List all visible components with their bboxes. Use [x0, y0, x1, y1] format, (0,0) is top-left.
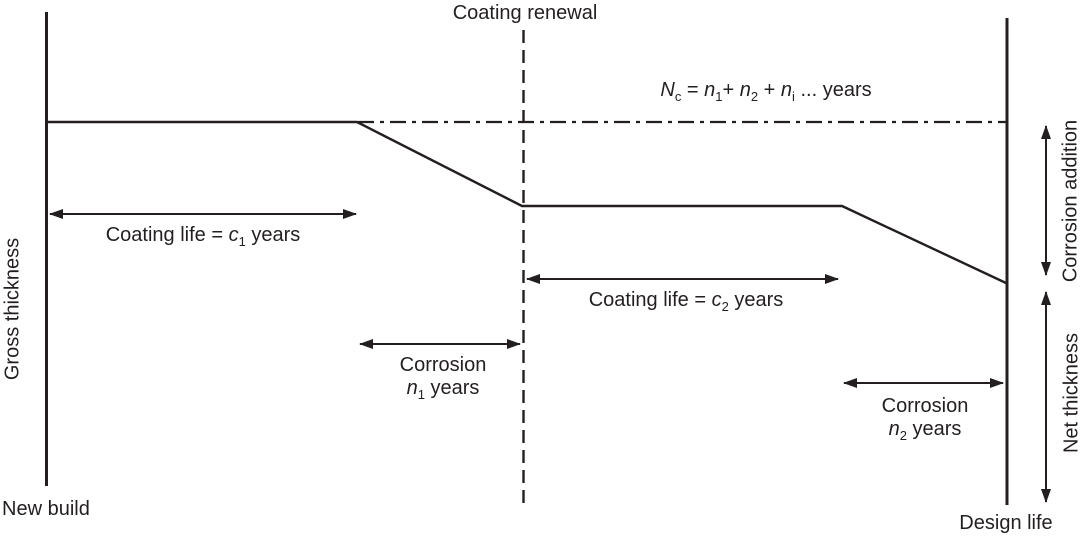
formula-part: 1 [715, 89, 723, 104]
formula-part: n [780, 79, 793, 101]
formula-part: i [792, 89, 795, 104]
label-text: 1 [238, 234, 246, 249]
gross-thickness-axis-label: Gross thickness [1, 237, 24, 381]
corrosion-n1-label: Corrosion n1 years [399, 354, 487, 402]
label-text: years [906, 418, 962, 440]
coating-life-c1-label: Coating life = c1 years [105, 224, 301, 249]
coating-renewal-label: Coating renewal [452, 2, 598, 24]
label-text: n [888, 418, 900, 440]
label-text: years [728, 289, 784, 311]
label-text: 2 [899, 428, 907, 443]
coating-life-c2-label: Coating life = c2 years [588, 289, 784, 314]
formula-part: + [722, 79, 740, 101]
formula-part: ... years [794, 79, 872, 101]
label-text: c [228, 224, 239, 246]
label-text: n [406, 377, 418, 399]
formula-part: N [660, 79, 675, 101]
label-text: Coating life = [588, 289, 712, 311]
new-build-label: New build [2, 498, 90, 520]
coating-duration-formula: Nc = n1+ n2 + ni ... years [660, 79, 872, 104]
label-text: Corrosion [399, 354, 487, 376]
label-text: Coating life = [105, 224, 229, 246]
label-text: 2 [721, 299, 729, 314]
label-text: 1 [417, 387, 425, 402]
formula-part: + [758, 79, 781, 101]
formula-part: = [681, 79, 705, 101]
formula-part: n [739, 79, 751, 101]
formula-part: n [704, 79, 716, 101]
label-text: n2 years [882, 418, 969, 443]
design-life-label: Design life [959, 512, 1053, 534]
formula-part: c [674, 89, 682, 104]
formula-part: 2 [750, 89, 759, 104]
label-text: Corrosion [881, 395, 969, 417]
label-text: c [711, 289, 722, 311]
net-thickness-label: Net thickness [1060, 332, 1083, 454]
corrosion-addition-label: Corrosion addition [1059, 119, 1082, 283]
corrosion-n2-label: Corrosion n2 years [881, 395, 969, 443]
label-text: years [424, 377, 480, 399]
thickness-profile-line [47, 120, 1007, 285]
label-text: years [245, 224, 301, 246]
label-text: n1 years [400, 377, 487, 402]
